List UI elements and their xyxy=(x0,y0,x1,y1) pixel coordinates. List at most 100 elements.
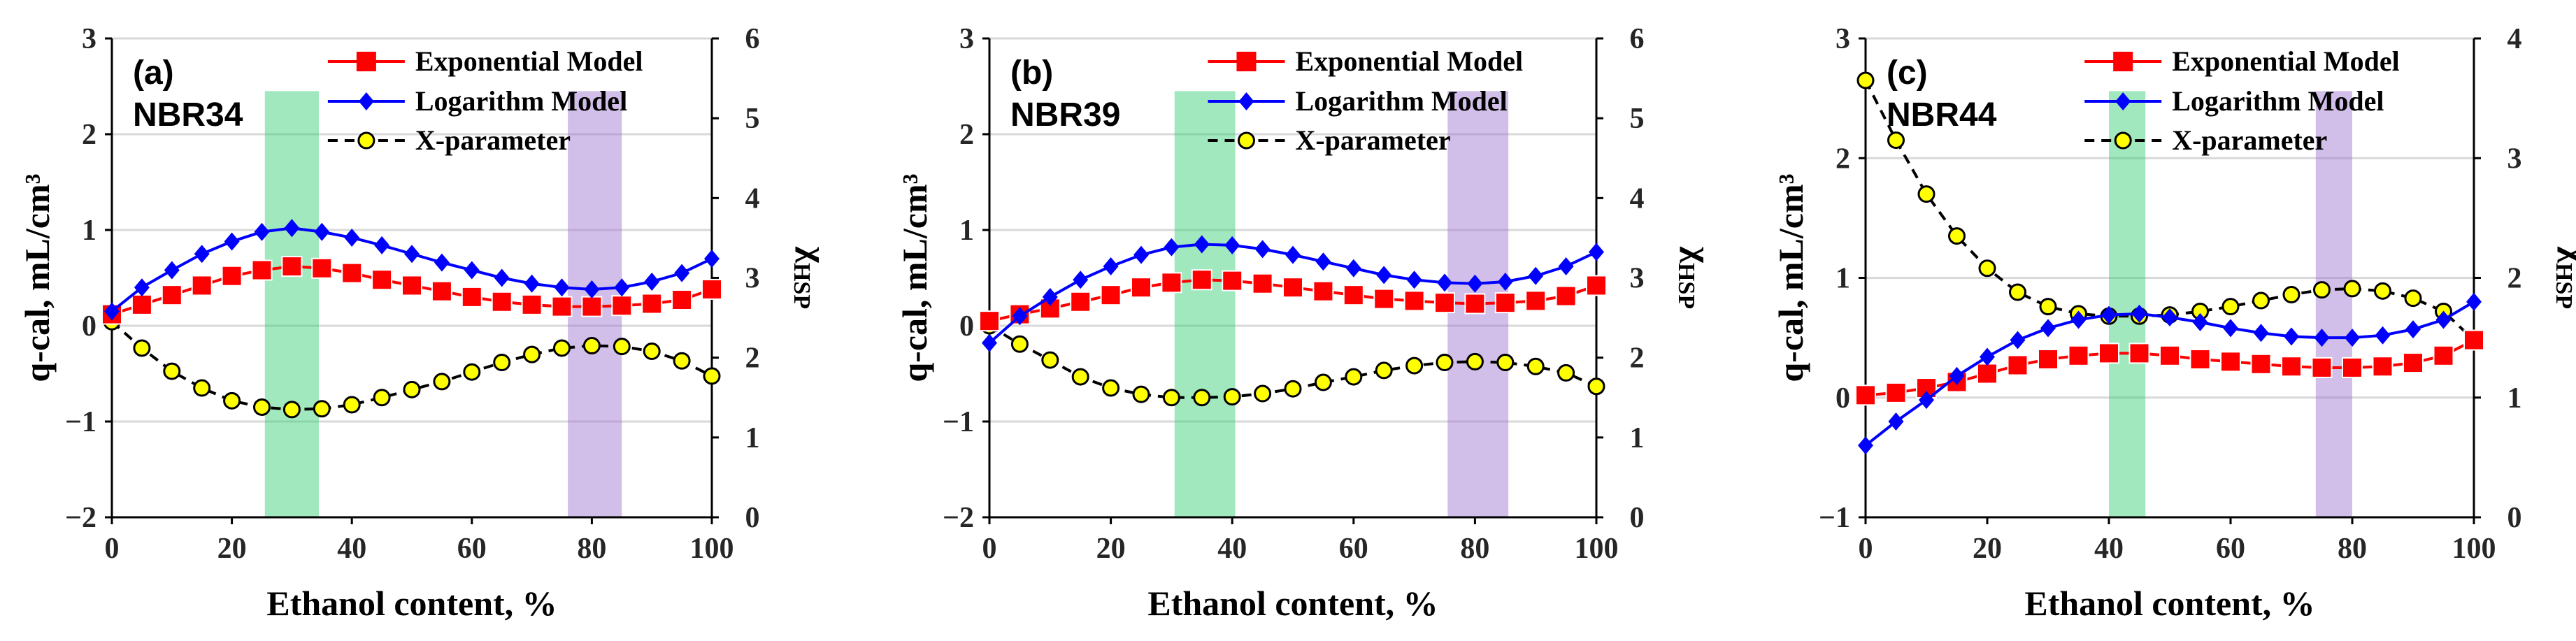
y-axis-label: q-cal, mL/cm³ xyxy=(1771,173,1810,382)
point-logarithm xyxy=(2375,326,2391,345)
point-logarithm xyxy=(224,232,240,251)
chart-panel-3: 0 20 40 60 80 100 −1 0 1 2 3 0 1 2 3 4 Ethanol content, … xyxy=(1771,23,2576,623)
point-xparam xyxy=(433,373,451,391)
point-xparam xyxy=(1587,377,1605,396)
y2-tick-label: 6 xyxy=(1630,23,1645,55)
y2-tick-label: 2 xyxy=(745,343,760,375)
panel-title: NBR34 xyxy=(133,96,243,134)
point-exponential xyxy=(2311,356,2333,378)
point-exponential xyxy=(551,296,573,317)
point-exponential xyxy=(311,257,333,279)
point-logarithm xyxy=(1042,287,1058,306)
point-exponential xyxy=(161,285,183,306)
y2-tick-label: 5 xyxy=(1630,103,1645,135)
point-exponential xyxy=(1555,285,1577,307)
y2-axis-label-main: χ xyxy=(795,246,834,264)
legend-label-exponential: Exponential Model xyxy=(1295,45,1523,77)
legend-marker-logarithm xyxy=(1238,92,1254,110)
x-axis-label: Ethanol content, % xyxy=(266,584,557,623)
point-logarithm xyxy=(2435,310,2452,329)
legend-label-exponential: Exponential Model xyxy=(2172,45,2400,77)
point-logarithm xyxy=(2284,327,2299,346)
y2-axis-label: χHSP xyxy=(1673,246,1719,309)
point-logarithm xyxy=(2405,320,2421,339)
y-tick-label: −1 xyxy=(943,406,974,438)
point-xparam xyxy=(2221,298,2240,316)
point-xparam xyxy=(673,352,691,370)
y2-tick-label: 0 xyxy=(745,502,760,534)
point-xparam xyxy=(1375,361,1393,380)
point-logarithm xyxy=(982,333,997,352)
point-xparam xyxy=(1917,185,1935,203)
point-exponential xyxy=(611,295,633,317)
y-tick-label: 2 xyxy=(1836,143,1850,175)
y2-tick-label: 2 xyxy=(2507,263,2522,295)
y2-tick-label: 4 xyxy=(2507,23,2522,55)
point-xparam xyxy=(1041,351,1059,369)
x-axis-label: Ethanol content, % xyxy=(2024,584,2314,623)
x-tick-label: 0 xyxy=(1859,533,1873,565)
point-exponential xyxy=(371,269,393,291)
y-axis-label: q-cal, mL/cm³ xyxy=(895,173,934,382)
point-logarithm xyxy=(1194,235,1210,254)
legend-label-xparam: X-parameter xyxy=(1295,124,1450,156)
chart-panel-1: 0 20 40 60 80 100 −2 −1 0 1 2 3 0 1 2 3 4 5 6 Ethanol conte… xyxy=(17,23,834,623)
y2-tick-label: 1 xyxy=(1630,422,1645,454)
point-xparam xyxy=(1102,379,1120,397)
legend-marker-xparam xyxy=(2114,131,2132,150)
y2-tick-label: 0 xyxy=(1630,502,1645,534)
point-xparam xyxy=(193,379,211,397)
point-logarithm xyxy=(434,253,450,272)
point-exponential xyxy=(431,280,452,302)
point-exponential xyxy=(1403,290,1425,312)
legend-marker-xparam xyxy=(1237,131,1255,150)
point-exponential xyxy=(1586,275,1607,296)
x-tick-label: 20 xyxy=(1973,533,2002,565)
point-exponential xyxy=(281,256,303,278)
point-logarithm xyxy=(1164,238,1180,257)
point-xparam xyxy=(2313,281,2331,299)
y-tick-label: 1 xyxy=(959,215,974,247)
point-logarithm xyxy=(1315,252,1331,271)
point-exponential xyxy=(191,275,213,296)
y2-axis-label: χHSP xyxy=(2551,246,2576,309)
x-tick-label: 80 xyxy=(577,533,606,565)
highlight-band-green xyxy=(1174,91,1236,518)
point-xparam xyxy=(2404,289,2422,308)
point-xparam xyxy=(493,354,511,372)
point-xparam xyxy=(1254,384,1272,403)
point-logarithm xyxy=(674,264,690,282)
point-logarithm xyxy=(404,245,420,264)
point-logarithm xyxy=(1376,266,1392,285)
x-tick-label: 100 xyxy=(2452,533,2496,565)
point-xparam xyxy=(1856,71,1875,89)
point-logarithm xyxy=(314,222,330,241)
point-exponential xyxy=(701,278,722,300)
point-logarithm xyxy=(1919,391,1934,410)
point-exponential xyxy=(1434,292,1455,314)
point-logarithm xyxy=(554,278,570,297)
point-xparam xyxy=(163,362,181,380)
point-xparam xyxy=(1466,352,1484,370)
point-xparam xyxy=(1314,373,1332,391)
y-tick-label: 3 xyxy=(82,23,96,55)
point-logarithm xyxy=(374,236,390,254)
point-exponential xyxy=(1282,277,1303,298)
point-xparam xyxy=(1010,335,1029,353)
point-xparam xyxy=(643,343,661,361)
y-tick-label: 3 xyxy=(959,23,974,55)
point-logarithm xyxy=(344,228,360,247)
chart-panel-2: 0 20 40 60 80 100 −2 −1 0 1 2 3 0 1 2 3 4 5 6 Ethanol conte… xyxy=(895,23,1719,623)
point-logarithm xyxy=(1949,366,1965,385)
point-xparam xyxy=(553,339,571,357)
point-exponential xyxy=(1222,270,1243,291)
x-tick-label: 80 xyxy=(1460,533,1489,565)
point-exponential xyxy=(2250,353,2272,375)
x-tick-label: 0 xyxy=(105,533,120,565)
legend-label-logarithm: Logarithm Model xyxy=(415,85,627,117)
point-exponential xyxy=(2007,354,2028,376)
point-logarithm xyxy=(1224,236,1240,254)
point-xparam xyxy=(282,401,301,419)
point-exponential xyxy=(1191,269,1212,291)
point-xparam xyxy=(523,345,541,363)
